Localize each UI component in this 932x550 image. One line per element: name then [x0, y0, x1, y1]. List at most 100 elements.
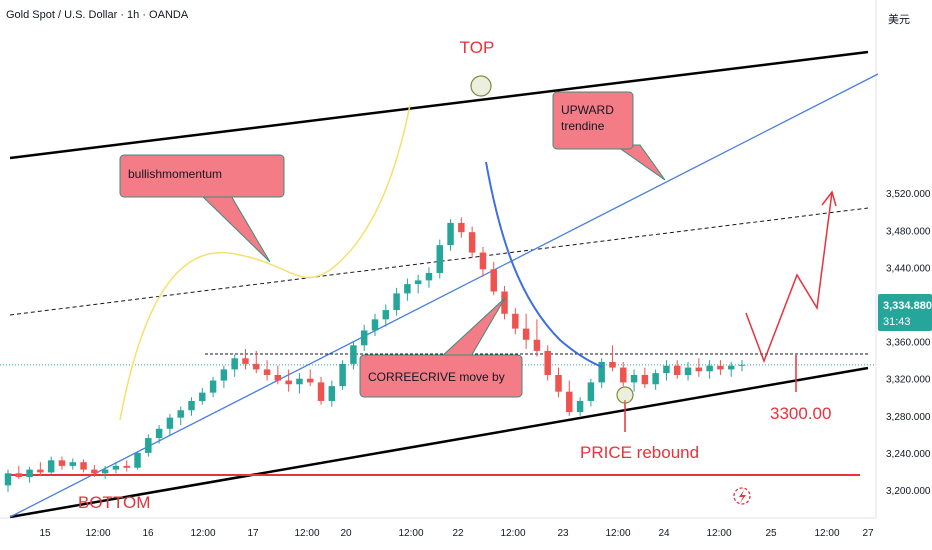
bullish-callout[interactable]: bullishmomentum [119, 154, 285, 263]
y-tick-label: 3,280.000 [886, 412, 931, 423]
bar-countdown: 31:43 [883, 316, 911, 328]
bullish-callout-text: bullishmomentum [128, 167, 222, 181]
rebound-marker[interactable] [616, 386, 634, 404]
last-price-value: 3,334.880 [883, 300, 932, 312]
candle-body [609, 362, 616, 368]
candle-body [533, 339, 541, 351]
candle-body [26, 469, 33, 478]
projection-arrowhead [821, 190, 837, 207]
x-tick-label: 20 [340, 528, 352, 539]
x-tick-label: 12:00 [190, 528, 215, 539]
candle-body [296, 378, 303, 385]
candle-body [468, 232, 476, 253]
candle-body [630, 374, 638, 383]
last-price-badge: 3,334.880 31:43 [878, 294, 932, 331]
x-tick-label: 24 [658, 528, 670, 539]
candle-body [155, 428, 163, 439]
candle-body [490, 269, 497, 292]
candle-body [58, 460, 66, 466]
candle-body [101, 469, 109, 474]
x-tick-label: 12:00 [500, 528, 525, 539]
candle-body [414, 280, 422, 285]
lightning-icon[interactable] [733, 487, 751, 505]
y-tick-label: 3,240.000 [886, 449, 931, 460]
candle-body [555, 374, 562, 392]
candle-body [382, 310, 390, 320]
candle-body [458, 222, 465, 233]
x-tick-label: 12:00 [814, 528, 839, 539]
x-tick-label: 23 [557, 528, 569, 539]
bottom-label: BOTTOM [78, 493, 150, 512]
y-tick-label: 3,320.000 [886, 375, 931, 386]
candle-body [328, 386, 336, 401]
correction-curve[interactable] [485, 161, 603, 368]
candle-body [738, 364, 746, 366]
candle-body [69, 462, 77, 466]
candle-body [37, 469, 44, 473]
candle-body [199, 392, 206, 401]
target-label: 3300.00 [770, 404, 831, 423]
x-tick-label: 12:00 [85, 528, 110, 539]
lower-channel-line[interactable] [9, 366, 869, 519]
candle-body [501, 291, 508, 314]
x-tick-label: 15 [39, 528, 51, 539]
candle-body [209, 380, 217, 393]
price-axis[interactable]: 3,200.000 3,240.000 3,280.000 3,320.000 3,36… [886, 189, 931, 497]
projection-path[interactable] [745, 191, 833, 364]
candle-body [652, 373, 659, 385]
y-tick-label: 3,200.000 [886, 486, 931, 497]
correction-callout[interactable]: CORREECRIVE move by [359, 297, 523, 398]
x-tick-label: 12:00 [398, 528, 423, 539]
candle-body [134, 452, 141, 468]
x-tick-label: 22 [452, 528, 464, 539]
candle-body [717, 365, 724, 370]
time-axis[interactable]: 15 12:00 16 12:00 17 12:00 20 12:00 22 12:00 23 12:… [39, 528, 874, 539]
candle-body [566, 391, 573, 413]
candles [4, 217, 746, 492]
bullish-curve[interactable] [119, 104, 411, 421]
candle-body [706, 365, 713, 372]
upward-callout[interactable]: UPWARD trendine [552, 91, 666, 181]
candle-body [641, 374, 649, 385]
currency-label[interactable]: 美元 [888, 14, 910, 26]
candle-body [188, 400, 195, 411]
candle-body [285, 380, 292, 385]
candle-body [317, 382, 325, 401]
candle-body [620, 367, 627, 383]
candle-body [479, 252, 487, 270]
upward-trend-line[interactable] [9, 73, 879, 518]
candle-body [263, 369, 271, 375]
top-label: TOP [460, 38, 495, 57]
candle-body [544, 350, 551, 375]
candle-body [436, 245, 444, 273]
candle-body [727, 365, 735, 370]
candle-body [274, 374, 282, 381]
candle-body [220, 369, 228, 381]
y-tick-label: 3,520.000 [886, 189, 931, 200]
candle-body [350, 345, 357, 364]
x-tick-label: 12:00 [706, 528, 731, 539]
candle-body [371, 319, 379, 331]
candle-body [673, 365, 681, 375]
candle-body [404, 284, 411, 294]
candle-body [112, 465, 120, 470]
candle-body [80, 462, 87, 470]
upper-channel-line[interactable] [9, 50, 869, 160]
top-marker[interactable] [470, 75, 492, 97]
candle-body [123, 465, 130, 468]
rebound-label: PRICE rebound [580, 443, 699, 462]
candle-body [253, 363, 260, 370]
candle-body [576, 400, 584, 413]
y-tick-label: 3,360.000 [886, 338, 931, 349]
candle-body [91, 469, 98, 474]
candle-body [145, 438, 152, 453]
candle-body [242, 358, 249, 364]
candle-body [177, 410, 184, 418]
candle-body [512, 313, 519, 329]
candle-body [425, 272, 433, 281]
upward-callout-line2: trendine [561, 119, 605, 133]
upward-callout-line1: UPWARD [561, 103, 614, 117]
x-tick-label: 27 [862, 528, 874, 539]
x-tick-label: 12:00 [294, 528, 319, 539]
